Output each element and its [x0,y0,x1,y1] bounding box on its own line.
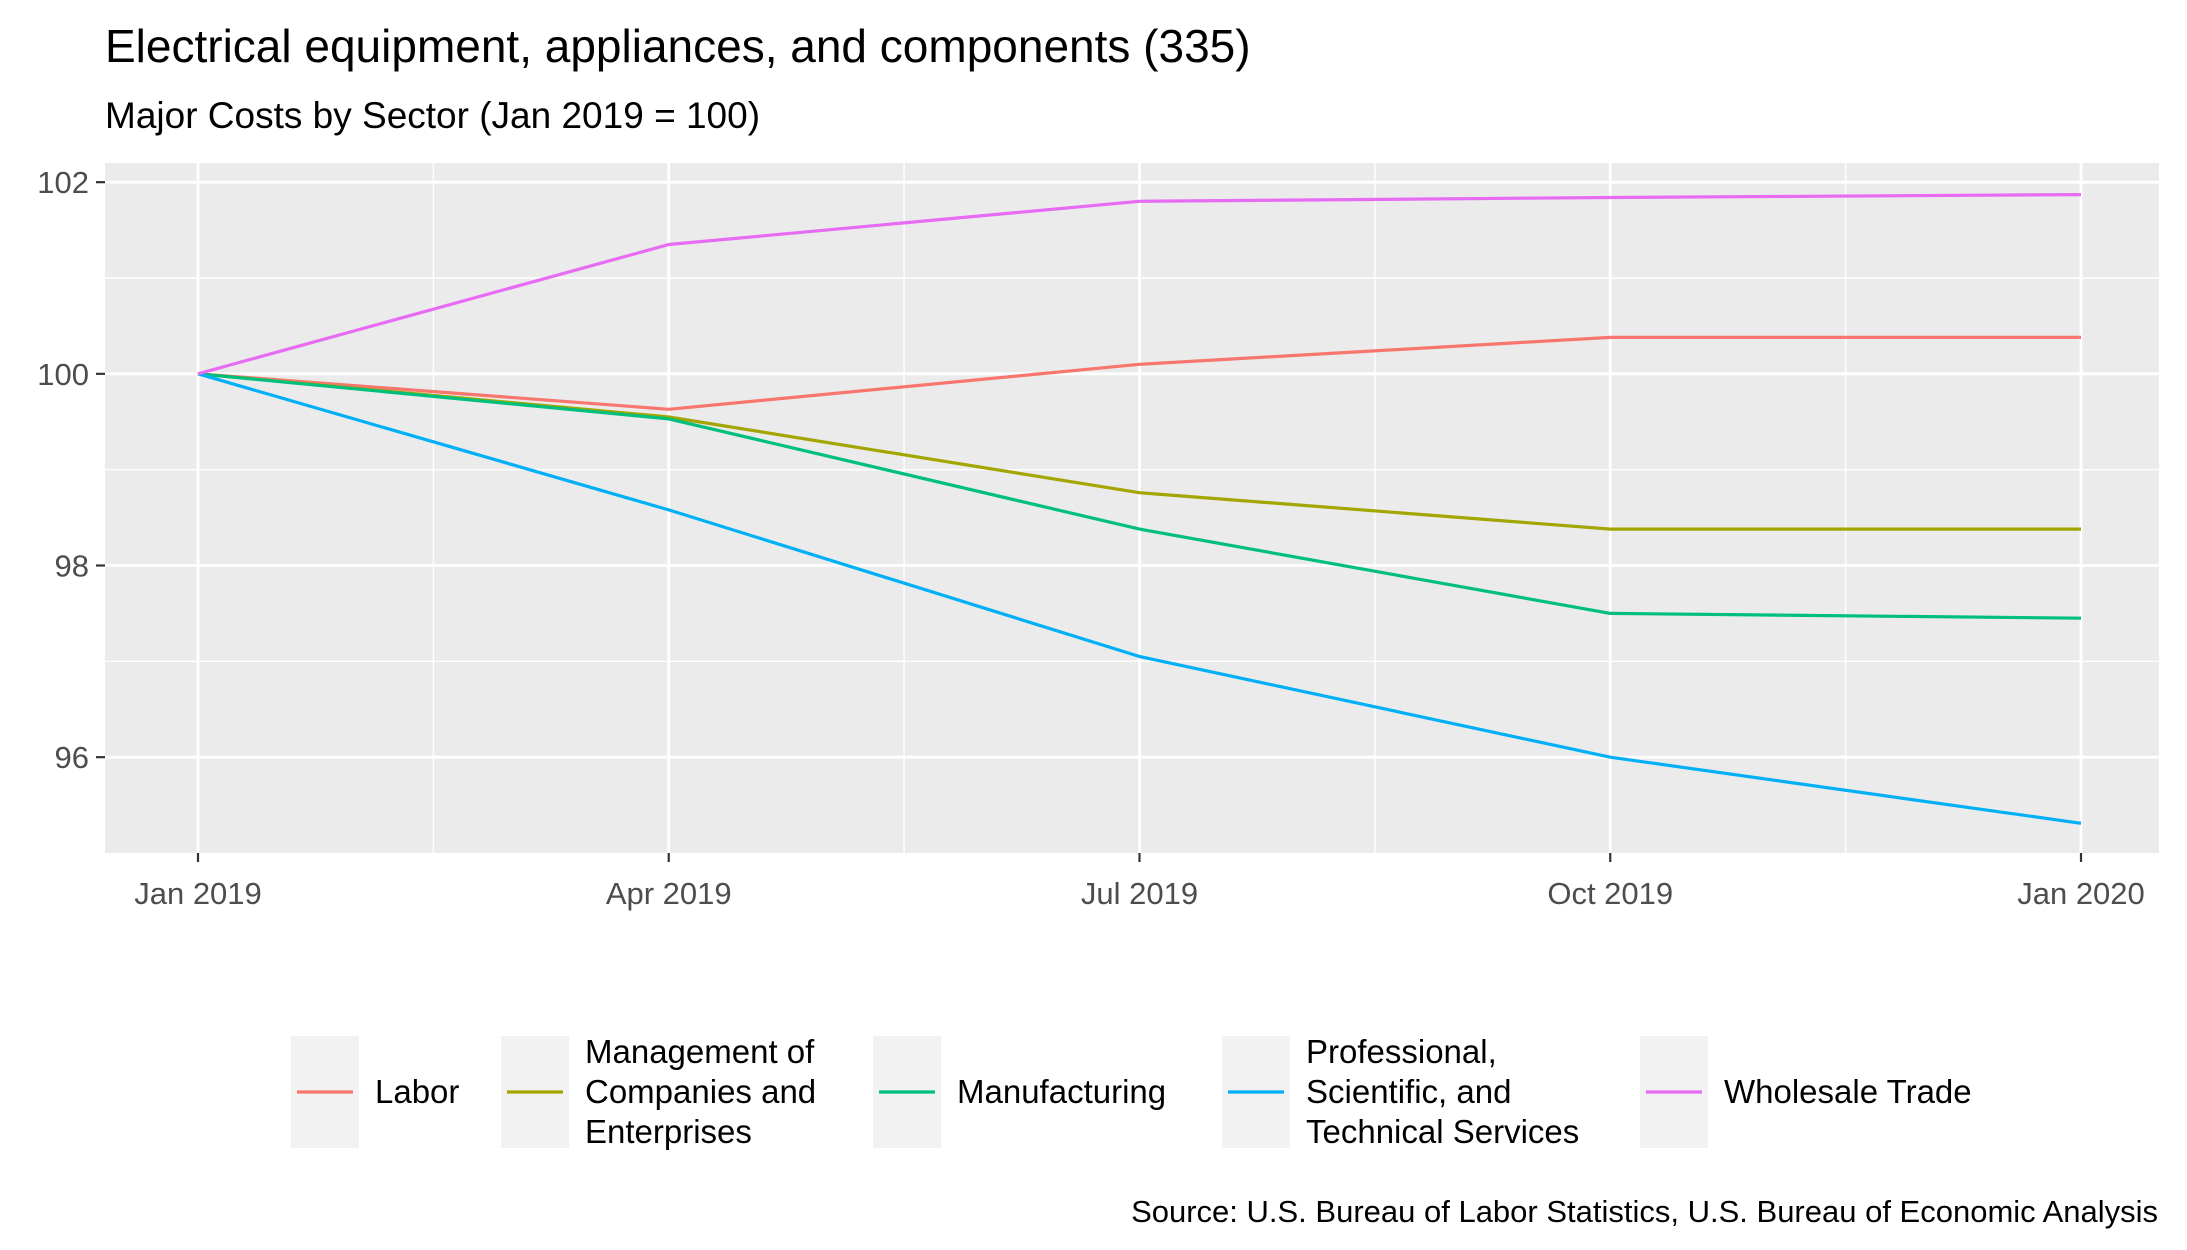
x-tick-label: Jul 2019 [1081,876,1198,911]
major-gridlines [105,163,2159,853]
y-tick-label: 102 [37,165,89,200]
axes: 96 98 100 102 Jan 2019 Apr 2019 Jul 2019 Oct 20… [37,165,2145,911]
plot-panel [105,163,2159,853]
legend-label: Management of Companies and Enterprises [585,1033,816,1150]
legend-item-wholesale-trade: Wholesale Trade [1640,1036,1972,1148]
x-tick-label: Oct 2019 [1547,876,1673,911]
legend-label: Labor [375,1073,459,1110]
x-tick-label: Apr 2019 [606,876,732,911]
legend-item-management-of-companies-and-enterprises: Management of Companies and Enterprises [501,1033,816,1150]
legend-label: Professional, Scientific, and Technical Se… [1306,1033,1579,1150]
series-line-professional-scientific-and-technical-services [197,372,2082,825]
x-tick-label: Jan 2019 [134,876,262,911]
legend-label: Manufacturing [957,1073,1166,1110]
legend-item-professional-scientific-and-technical-services: Professional, Scientific, and Technical Se… [1222,1033,1579,1150]
y-tick-label: 100 [37,357,89,392]
chart-subtitle: Major Costs by Sector (Jan 2019 = 100) [105,95,760,136]
minor-gridlines [105,163,2159,853]
legend-item-labor: Labor [291,1036,459,1148]
chart-caption: Source: U.S. Bureau of Labor Statistics,… [1131,1194,2158,1229]
chart-title: Electrical equipment, appliances, and co… [105,20,1251,72]
x-tick-label: Jan 2020 [2017,876,2145,911]
series-lines [197,193,2082,825]
legend: Labor Management of Companies and Enterpris… [291,1033,1972,1150]
series-line-wholesale-trade [197,193,2082,376]
legend-label: Wholesale Trade [1724,1073,1972,1110]
series-line-manufacturing [197,372,2082,620]
y-tick-label: 96 [55,740,89,775]
y-tick-label: 98 [55,549,89,584]
series-line-labor [197,335,2081,411]
legend-item-manufacturing: Manufacturing [873,1036,1166,1148]
